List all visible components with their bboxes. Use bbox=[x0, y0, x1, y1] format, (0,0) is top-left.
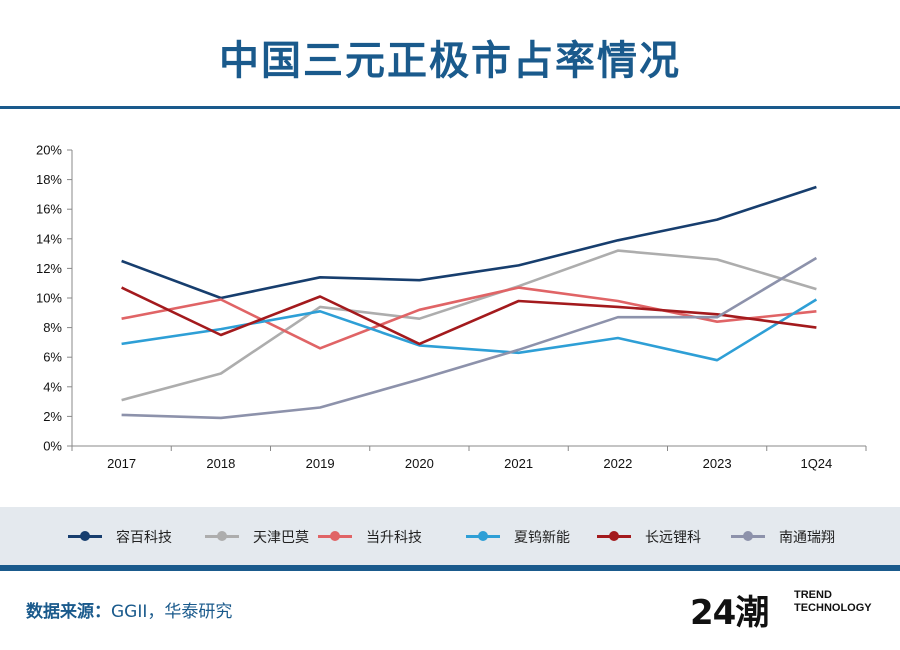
y-tick-label: 12% bbox=[36, 261, 62, 276]
series-line-4 bbox=[121, 298, 818, 362]
legend-swatch-dot bbox=[609, 531, 619, 541]
y-tick-label: 18% bbox=[36, 172, 62, 187]
page-title: 中国三元正极市占率情况 bbox=[219, 38, 681, 84]
x-tick-label: 2019 bbox=[306, 456, 335, 471]
legend-label: 夏钨新能 bbox=[514, 530, 570, 546]
y-tick-label: 2% bbox=[43, 409, 62, 424]
legend-label: 长远锂科 bbox=[645, 530, 701, 546]
y-tick-label: 4% bbox=[43, 379, 62, 394]
legend-swatch-dot bbox=[217, 531, 227, 541]
logo-text-technology: TECHNOLOGY bbox=[794, 602, 872, 614]
legend-label: 容百科技 bbox=[116, 530, 172, 546]
series-line-1 bbox=[121, 185, 817, 300]
source-value: GGII，华泰研究 bbox=[111, 602, 233, 622]
legend-label: 天津巴莫 bbox=[253, 530, 309, 546]
x-tick-label: 2020 bbox=[405, 456, 434, 471]
legend-swatch-dot bbox=[478, 531, 488, 541]
legend-swatch-dot bbox=[330, 531, 340, 541]
chart-legend: 容百科技 天津巴莫 当升科技 夏钨新能 长远锂科 南通瑞翔 bbox=[0, 507, 900, 565]
x-tick-label: 2017 bbox=[107, 456, 136, 471]
x-tick-label: 2018 bbox=[206, 456, 235, 471]
logo-mark: 24潮 bbox=[690, 593, 769, 633]
legend-label: 当升科技 bbox=[366, 530, 422, 546]
x-tick-label: 1Q24 bbox=[800, 456, 832, 471]
series-line-6 bbox=[121, 256, 818, 420]
y-tick-label: 0% bbox=[43, 439, 62, 454]
legend-label: 南通瑞翔 bbox=[779, 530, 835, 546]
legend-swatch-dot bbox=[80, 531, 90, 541]
source-note: 数据来源：GGII，华泰研究 bbox=[26, 597, 232, 622]
brand-logo: 24潮 TREND TECHNOLOGY bbox=[690, 585, 880, 633]
series-line-2 bbox=[121, 249, 817, 402]
y-tick-label: 6% bbox=[43, 350, 62, 365]
x-tick-label: 2022 bbox=[603, 456, 632, 471]
line-chart: 0% 2% 4% 6% 8% 10% 12% 14% 16% 18% 20% 2017 2018 2019… bbox=[36, 143, 867, 471]
series-line-5 bbox=[121, 286, 817, 346]
source-label: 数据来源： bbox=[26, 602, 111, 622]
x-tick-label: 2023 bbox=[703, 456, 732, 471]
y-tick-label: 8% bbox=[43, 320, 62, 335]
legend-swatch-dot bbox=[743, 531, 753, 541]
y-tick-label: 16% bbox=[36, 202, 62, 217]
y-tick-label: 10% bbox=[36, 291, 62, 306]
footer-divider bbox=[0, 565, 900, 571]
x-tick-label: 2021 bbox=[504, 456, 533, 471]
y-tick-label: 14% bbox=[36, 231, 62, 246]
title-divider bbox=[0, 106, 900, 109]
y-tick-label: 20% bbox=[36, 143, 62, 158]
logo-text-trend: TREND bbox=[794, 589, 832, 601]
